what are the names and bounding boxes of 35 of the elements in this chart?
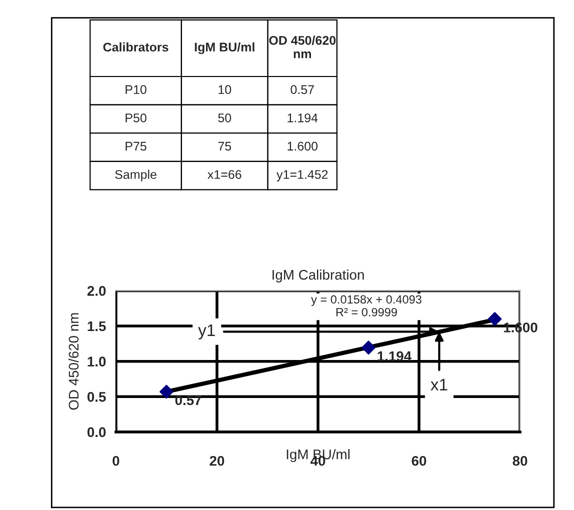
annotation: R² = 0.9999 xyxy=(336,308,397,316)
category-label: P75 xyxy=(126,142,146,151)
point xyxy=(160,384,174,399)
point xyxy=(488,312,502,326)
y-tick-label: 1.0 xyxy=(88,356,106,367)
y-tick-label: 0.5 xyxy=(87,392,106,402)
x-tick-label: 0 xyxy=(112,456,120,466)
x-tick-label: 60 xyxy=(412,456,426,466)
x-tick-label: 80 xyxy=(512,456,528,466)
data-label: 1.194 xyxy=(378,351,412,362)
annotation: x1 xyxy=(430,378,448,390)
category-label: Calibrators xyxy=(103,42,168,52)
text: x1=66 xyxy=(208,170,242,179)
category-label: Sample xyxy=(115,170,156,182)
text: 1.600 xyxy=(288,142,318,151)
text: 75 xyxy=(218,142,232,151)
text: 10 xyxy=(218,85,232,94)
data-label: 0.57 xyxy=(175,395,202,406)
category-label: P50 xyxy=(126,113,146,122)
y-axis-title: OD 450/620 nm xyxy=(68,313,79,410)
annotation: y1 xyxy=(198,324,215,340)
category-label: OD 450/620 nm xyxy=(269,36,336,58)
y-tick-label: 0.0 xyxy=(87,427,106,438)
text: 1.194 xyxy=(288,113,318,122)
chart-title: IgM Calibration xyxy=(272,270,364,282)
point xyxy=(362,340,376,355)
text: 50 xyxy=(218,113,232,122)
text: y1=1.452 xyxy=(276,170,328,182)
x-tick-label: 20 xyxy=(210,456,224,466)
y-tick-label: 1.5 xyxy=(88,321,106,332)
category-label: P10 xyxy=(126,85,146,94)
text: 0.57 xyxy=(290,85,314,94)
category-label: IgM BU/ml xyxy=(194,42,254,54)
y-tick-label: 2.0 xyxy=(87,286,106,296)
annotation: y = 0.0158x + 0.4093 xyxy=(311,295,422,306)
